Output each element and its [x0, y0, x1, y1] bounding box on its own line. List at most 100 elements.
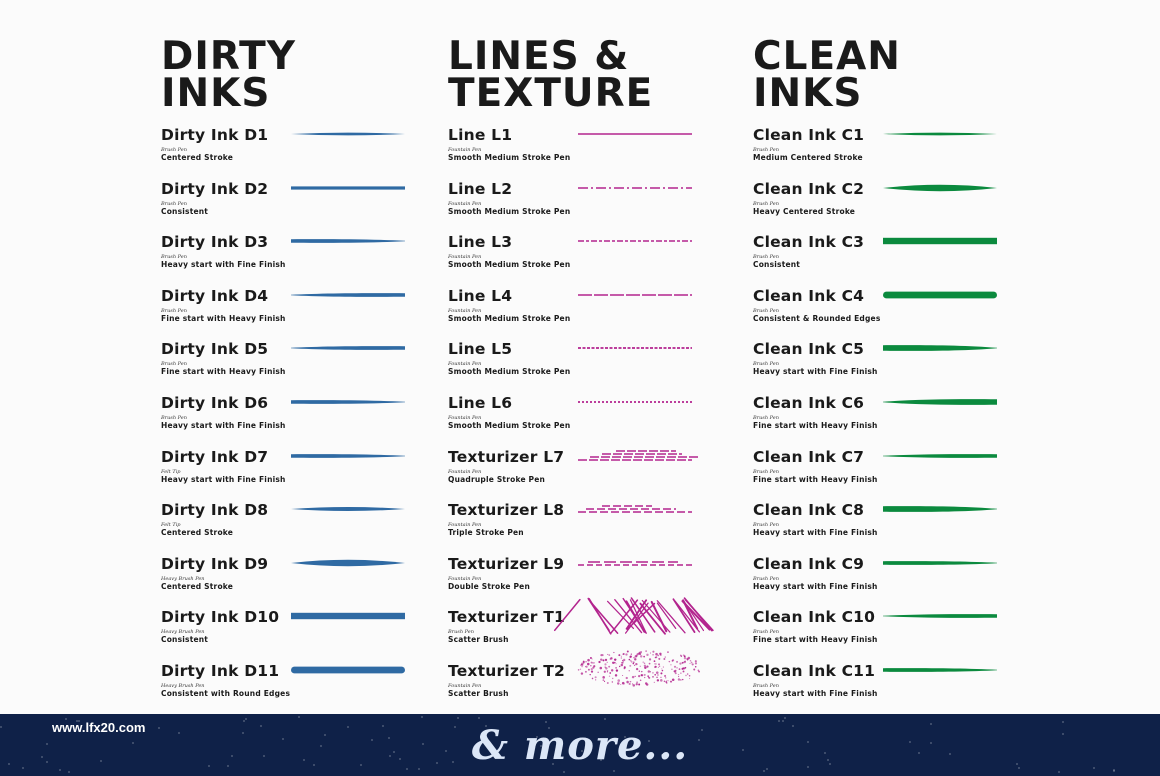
stroke-mark — [689, 678, 691, 680]
brush-name: Clean Ink C3 — [753, 233, 865, 252]
brush-name: Texturizer T2 — [448, 662, 565, 680]
footer-speck — [324, 733, 327, 736]
footer-speck — [297, 715, 300, 718]
footer-speck — [548, 726, 551, 729]
stroke-mark — [603, 670, 606, 673]
stroke-mark — [668, 660, 671, 663]
footer-speck — [918, 751, 921, 754]
stroke-mark — [582, 660, 585, 663]
stroke-mark — [649, 671, 651, 673]
brush-item: Dirty Ink D11 Heavy Brush Pen Consistent w… — [161, 662, 415, 712]
footer-speck — [824, 751, 827, 754]
footer-speck — [41, 756, 44, 759]
footer-speck — [1113, 770, 1116, 773]
stroke-mark — [694, 662, 698, 665]
brush-tool: Brush Pen — [753, 147, 779, 153]
footer-speck — [540, 745, 543, 748]
stroke-mark — [615, 663, 617, 665]
stroke-mark — [604, 663, 607, 666]
footer-speck — [624, 735, 627, 738]
stroke-mark — [608, 665, 611, 668]
stroke-mark — [673, 665, 677, 668]
brush-description: Smooth Medium Stroke Pen — [448, 367, 571, 377]
footer-url[interactable]: www.lfx20.com — [52, 720, 146, 735]
stroke-mark — [678, 668, 681, 671]
footer-speck — [347, 726, 350, 729]
stroke-swatch — [291, 613, 405, 620]
stroke-mark — [581, 665, 583, 668]
stroke-mark — [590, 601, 619, 635]
stroke-swatch — [553, 597, 714, 636]
footer-speck — [227, 764, 230, 767]
stroke-mark — [291, 613, 405, 620]
stroke-mark — [883, 506, 997, 513]
stroke-mark — [883, 184, 997, 191]
stroke-mark — [656, 600, 686, 634]
stroke-mark — [659, 652, 662, 655]
stroke-mark — [291, 239, 405, 244]
stroke-mark — [665, 677, 667, 679]
stroke-mark — [642, 661, 644, 663]
brush-name: Texturizer L8 — [448, 501, 565, 520]
brush-item: Dirty Ink D3 Brush Pen Heavy start with Fi… — [161, 233, 415, 283]
stroke-swatch — [883, 345, 997, 352]
stroke-mark — [643, 662, 646, 665]
footer-speck — [231, 754, 234, 757]
stroke-mark — [883, 614, 997, 619]
brush-tool: Heavy Brush Pen — [161, 575, 205, 582]
brush-name: Clean Ink C6 — [753, 394, 865, 412]
brush-description: Fine start with Heavy Finish — [161, 313, 286, 323]
stroke-mark — [641, 670, 643, 673]
brush-description: Smooth Medium Stroke Pen — [448, 421, 571, 430]
stroke-mark — [883, 399, 997, 405]
stroke-swatch — [883, 132, 997, 136]
brush-name: Clean Ink C5 — [753, 340, 865, 359]
stroke-mark — [595, 679, 597, 681]
footer-speck — [99, 759, 102, 762]
footer-speck — [0, 726, 3, 729]
stroke-mark — [607, 653, 609, 656]
brush-description: Smooth Medium Stroke Pen — [448, 153, 571, 162]
brush-tool: Fountain Pen — [448, 575, 482, 582]
brush-description: Heavy start with Fine Finish — [753, 581, 878, 591]
footer-speck — [612, 769, 615, 772]
stroke-swatch — [291, 132, 405, 136]
brush-description: Scatter Brush — [448, 689, 509, 698]
stroke-mark — [291, 453, 405, 458]
brush-description: Scatter Brush — [448, 635, 509, 645]
stroke-mark — [614, 599, 643, 634]
brush-tool: Brush Pen — [753, 361, 779, 368]
footer-speck — [281, 738, 284, 741]
footer-speck — [806, 766, 809, 769]
brush-item: Clean Ink C3 Brush Pen Consistent — [753, 233, 1007, 283]
stroke-mark — [676, 667, 678, 669]
stroke-mark — [688, 674, 691, 677]
stroke-mark — [632, 662, 635, 665]
footer-speck — [698, 739, 701, 742]
stroke-mark — [883, 668, 997, 672]
stroke-mark — [655, 663, 657, 665]
stroke-mark — [639, 603, 666, 636]
stroke-mark — [630, 660, 632, 662]
stroke-mark — [640, 651, 642, 653]
stroke-mark — [636, 653, 639, 656]
stroke-mark — [641, 600, 671, 634]
stroke-mark — [610, 657, 613, 660]
stroke-mark — [613, 651, 615, 654]
stroke-mark — [643, 655, 645, 658]
stroke-mark — [652, 653, 654, 656]
footer-speck — [157, 727, 160, 730]
stroke-mark — [616, 682, 620, 685]
footer-speck — [360, 764, 363, 767]
brush-item: Clean Ink C9 Brush Pen Heavy start with Fi… — [753, 555, 1007, 605]
brush-description: Heavy start with Fine Finish — [753, 689, 878, 698]
stroke-mark — [664, 656, 666, 658]
brush-tool: Heavy Brush Pen — [161, 683, 205, 689]
stroke-mark — [632, 684, 636, 687]
footer-speck — [65, 717, 68, 720]
footer-speck — [1018, 766, 1021, 769]
stroke-mark — [648, 658, 652, 661]
stroke-mark — [671, 668, 673, 670]
stroke-mark — [662, 666, 664, 668]
brush-item: Texturizer L8 Fountain Pen Triple Stroke P… — [448, 501, 702, 551]
